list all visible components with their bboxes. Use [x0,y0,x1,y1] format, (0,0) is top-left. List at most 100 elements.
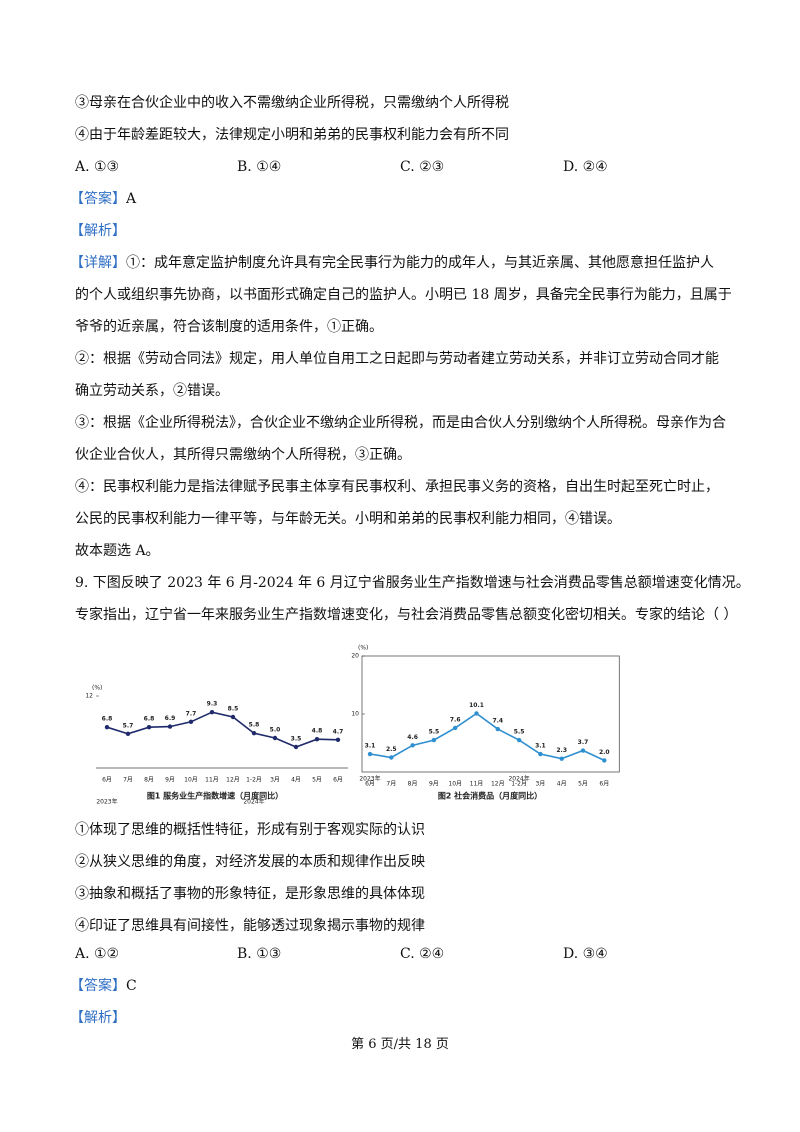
x-tick-label: 7月 [386,781,396,788]
point [431,737,437,743]
option: A. ①② [75,946,120,962]
value-label: 5.0 [270,727,281,734]
value-label: 2.5 [386,746,397,753]
text-line: 公民的民事权利能力一律平等，与年龄无关。小明和弟弟的民事权利能力相同，④错误。 [75,511,621,527]
value-label: 6.8 [144,716,155,723]
answer-text: A [126,191,137,207]
series-line [369,712,605,762]
answer-tag: 【答案】 [70,191,126,207]
x-tick-label: 8月 [408,781,418,788]
text-line: 爷爷的近亲属，符合该制度的适用条件，①正确。 [75,319,383,335]
year-label: 2023年 [359,775,380,783]
detail-text: ①：成年意定监护制度允许具有完全民事行为能力的成年人，与其近亲属、其他愿意担任监… [126,255,714,271]
x-tick-label: 6月 [365,781,375,788]
point [559,756,564,761]
point [335,737,341,742]
value-label: 4.7 [333,728,344,735]
statement: ③抽象和概括了事物的形象特征，是形象思维的具体体现 [75,886,425,902]
x-tick-label: 4月 [557,781,567,788]
text-line: ④由于年龄差距较大，法律规定小明和弟弟的民事权利能力会有所不同 [75,127,509,143]
value-label: 10.1 [469,702,484,709]
option: D. ③④ [563,946,608,962]
value-label: 9.3 [207,701,218,708]
value-label: 4.6 [407,734,418,741]
value-label: 6.9 [165,715,176,722]
text-line: ②：根据《劳动合同法》规定，用人单位自用工之日起即与劳动者建立劳动关系，并非订立… [75,351,719,367]
answer-text: C [126,978,137,994]
question: 专家指出，辽宁省一年来服务业生产指数增速变化，与社会消费品零售总额变化密切相关。… [75,607,738,623]
text-line: ③母亲在合伙企业中的收入不需缴纳企业所得税，只需缴纳个人所得税 [75,95,509,111]
x-tick-label: 7月 [123,777,133,784]
value-label: 2.0 [599,749,610,756]
value-label: 7.7 [186,710,197,717]
point [125,731,131,736]
point [410,743,415,748]
y-tick-label: 10 [351,711,359,718]
point [272,735,278,741]
value-label: 4.8 [312,728,323,735]
text-line: 的个人或组织事先协商，以书面形式确定自己的监护人。小明已 18 周岁，具备完全民… [75,287,732,303]
question: 9. 下图反映了 2023 年 6 月-2024 年 6 月辽宁省服务业生产指数… [75,575,750,591]
x-tick-label: 12月 [491,781,505,788]
analysis-tag: 【解析】 [70,1010,126,1026]
chart-caption: 图2 社会消费品（月度同比） [438,791,542,801]
option: B. ①④ [237,159,282,175]
x-tick-label: 8月 [144,777,154,784]
point [167,724,173,729]
text-line: 故本题选 A。 [75,543,160,559]
value-label: 6.8 [102,716,113,723]
answer-tag: 【答案】 [70,978,126,994]
point [188,719,194,724]
option: D. ②④ [563,159,608,175]
statement: ②从狭义思维的角度，对经济发展的本质和规律作出反映 [75,854,425,870]
x-tick-label: 3月 [270,777,280,784]
y-tick-label: 20 [351,653,359,660]
point [293,744,299,750]
x-tick-label: 10月 [448,781,462,788]
point [474,711,479,716]
series-line [106,711,339,748]
value-label: 3.7 [578,739,589,746]
point [389,755,394,760]
point [516,737,522,743]
point [314,737,320,742]
value-label: 2.3 [556,747,567,754]
point [146,725,152,730]
plot-frame [361,655,620,773]
value-label: 3.1 [365,743,376,750]
text-line: 【详解】①：成年意定监护制度允许具有完全民事行为能力的成年人，与其近亲属、其他愿… [70,253,714,273]
analysis-tag: 【解析】 [70,223,126,239]
x-tick-label: 6月 [333,777,343,784]
value-label: 3.1 [535,743,546,750]
footer: 第 6 页/共 18 页 [351,1037,449,1052]
text-line: ④：民事权利能力是指法律赋予民事主体享有民事权利、承担民事义务的资格，自出生时起… [75,479,719,495]
point [495,726,500,732]
year-label: 2024年 [508,775,529,783]
value-label: 3.5 [291,736,302,743]
x-tick-label: 1-2月 [511,781,527,788]
value-label: 5.8 [249,722,260,729]
x-tick-label: 9月 [429,781,439,788]
point [104,725,110,730]
value-label: 8.5 [228,706,239,713]
point [209,710,215,715]
x-tick-label: 5月 [578,781,588,788]
value-label: 5.5 [514,729,525,736]
y-unit: (%) [358,645,368,652]
y-unit: (%) [92,685,102,692]
point [602,758,607,763]
x-tick-label: 4月 [291,777,301,784]
value-label: 7.4 [492,718,503,725]
option: B. ①③ [237,946,282,962]
x-tick-label: 6月 [599,781,609,788]
point [230,714,236,720]
value-label: 5.5 [429,729,440,736]
point [367,751,373,757]
option: C. ②③ [400,159,445,175]
x-tick-label: 9月 [165,777,175,784]
x-tick-label: 6月 [102,777,112,784]
point [251,731,257,736]
option: A. ①③ [75,159,120,175]
chart-caption: 图1 服务业生产指数增速（月度同比） [147,791,283,801]
